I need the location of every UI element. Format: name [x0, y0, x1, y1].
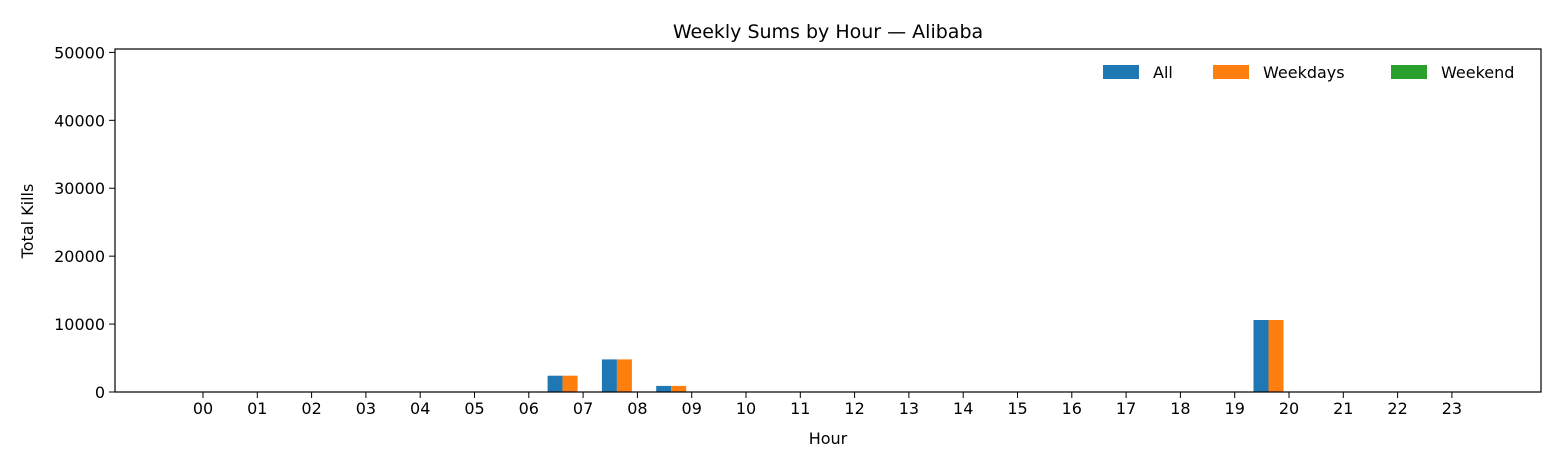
x-tick-label-13: 13: [899, 399, 919, 418]
x-tick-label-16: 16: [1062, 399, 1082, 418]
x-tick-label-07: 07: [573, 399, 593, 418]
legend-swatch-weekdays: [1213, 65, 1249, 79]
bar-all-09: [656, 385, 672, 392]
x-tick-label-14: 14: [953, 399, 973, 418]
x-axis-label: Hour: [809, 429, 848, 448]
y-tick-label-30000: 30000: [54, 179, 105, 198]
x-tick-label-12: 12: [844, 399, 864, 418]
y-tick-label-50000: 50000: [54, 43, 105, 62]
y-tick-label-40000: 40000: [54, 111, 105, 130]
x-tick-label-08: 08: [627, 399, 647, 418]
x-tick-label-11: 11: [790, 399, 810, 418]
x-tick-label-23: 23: [1442, 399, 1462, 418]
y-tick-label-20000: 20000: [54, 247, 105, 266]
bars-group: [547, 320, 1284, 392]
legend-swatch-weekend: [1391, 65, 1427, 79]
bar-weekdays-08: [616, 359, 632, 392]
bar-all-20: [1253, 320, 1269, 392]
bar-weekdays-09: [671, 385, 687, 392]
bar-all-08: [601, 359, 617, 392]
x-axis: 00 01 02 03 04 05 06 07 08 09 10 11 12 13 14 15 16 17 18 19…: [193, 392, 1462, 418]
x-tick-label-17: 17: [1116, 399, 1136, 418]
bar-weekdays-20: [1268, 320, 1284, 392]
x-tick-label-04: 04: [410, 399, 430, 418]
bar-all-07: [547, 375, 563, 392]
y-axis-label: Total Kills: [18, 184, 37, 260]
legend-label-all: All: [1153, 63, 1173, 82]
y-tick-label-0: 0: [95, 383, 105, 402]
x-tick-label-18: 18: [1170, 399, 1190, 418]
x-tick-label-05: 05: [464, 399, 484, 418]
x-tick-label-00: 00: [193, 399, 213, 418]
legend-label-weekend: Weekend: [1441, 63, 1514, 82]
x-tick-label-10: 10: [736, 399, 756, 418]
x-tick-label-02: 02: [301, 399, 321, 418]
x-tick-label-22: 22: [1387, 399, 1407, 418]
x-tick-label-09: 09: [682, 399, 702, 418]
x-tick-label-03: 03: [356, 399, 376, 418]
y-tick-label-10000: 10000: [54, 315, 105, 334]
y-axis: 0 10000 20000 30000 40000 50000: [54, 43, 115, 402]
legend-label-weekdays: Weekdays: [1263, 63, 1345, 82]
x-tick-label-20: 20: [1279, 399, 1299, 418]
chart-title: Weekly Sums by Hour — Alibaba: [673, 21, 983, 43]
legend-swatch-all: [1103, 65, 1139, 79]
plot-frame: [114, 48, 1542, 393]
bar-weekdays-07: [562, 375, 578, 392]
x-tick-label-15: 15: [1007, 399, 1027, 418]
x-tick-label-06: 06: [519, 399, 539, 418]
legend: All Weekdays Weekend: [1103, 63, 1514, 82]
x-tick-label-01: 01: [247, 399, 267, 418]
x-tick-label-19: 19: [1225, 399, 1245, 418]
x-tick-label-21: 21: [1333, 399, 1353, 418]
